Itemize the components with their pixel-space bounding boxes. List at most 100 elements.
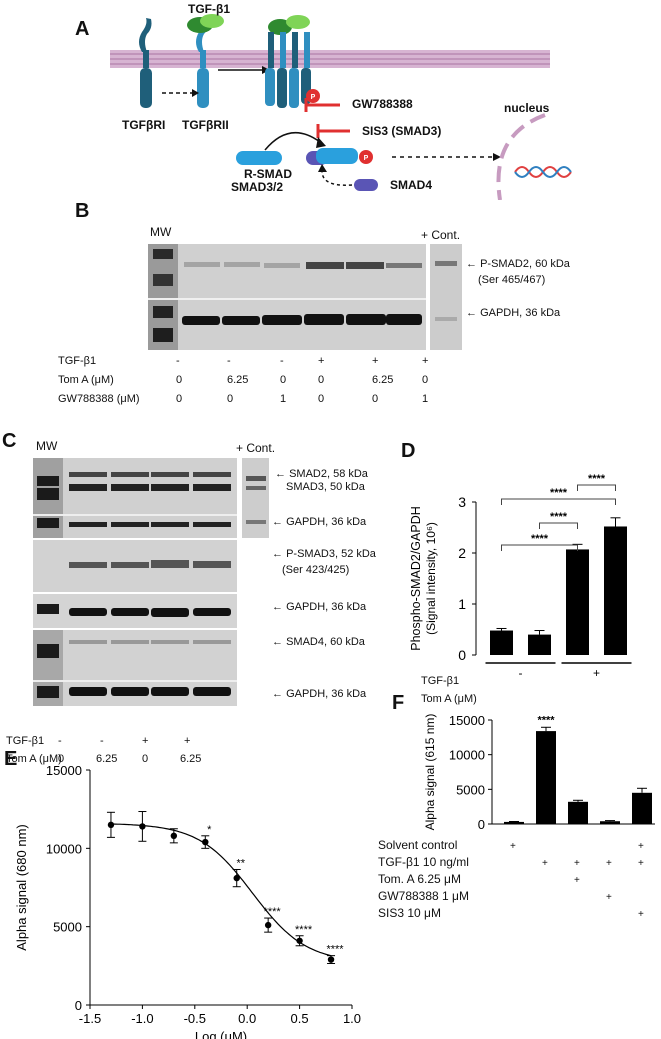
- x-tick-label: 0.5: [291, 1011, 309, 1026]
- svg-text:P: P: [311, 94, 316, 101]
- bar: [504, 821, 524, 824]
- dna-icon: [514, 166, 572, 178]
- condition-value: -: [176, 355, 180, 367]
- x-tick-label: 1.0: [343, 1011, 361, 1026]
- condition-value: 1: [422, 393, 429, 405]
- significance-label: ****: [550, 511, 568, 523]
- psmad3-label: ← P-SMAD3, 52 kDa: [272, 548, 376, 560]
- condition-value: +: [142, 735, 149, 747]
- psmad2-label: ← P-SMAD2, 60 kDa: [466, 258, 570, 270]
- chart-f: 0 5000 10000 15000 Alpha signal (615 nm) ****: [423, 713, 655, 832]
- condition-name: TGF-β1: [58, 355, 97, 367]
- significance-label: ****: [588, 473, 606, 485]
- condition-value: -: [58, 735, 62, 747]
- y-tick-label: 0: [478, 817, 485, 832]
- data-point: [264, 921, 272, 929]
- cont-label-b: + Cont.: [421, 228, 461, 242]
- significance-bracket: [501, 498, 616, 505]
- bar: [490, 630, 513, 655]
- condition-mark: +: [574, 858, 580, 869]
- y-tick-label: 3: [458, 494, 466, 510]
- y-tick-label: 15000: [449, 713, 485, 728]
- condition-value: 6.25: [227, 374, 249, 386]
- blot-image-c: [33, 458, 269, 706]
- condition-value: -: [227, 355, 231, 367]
- smad4-icon: [354, 179, 378, 191]
- condition-name: Tom A (μM): [58, 374, 114, 386]
- bar: [600, 821, 620, 824]
- gapdh1-label: ← GAPDH, 36 kDa: [272, 516, 367, 528]
- panel-d-letter: D: [401, 440, 416, 462]
- x-axis-label: Log (μM): [195, 1029, 247, 1039]
- condition-name: TGF-β1 10 ng/ml: [378, 855, 469, 869]
- panel-e-letter: E: [4, 748, 18, 770]
- condition-value: 0: [176, 393, 183, 405]
- rsmad-sub-label: SMAD3/2: [231, 180, 284, 194]
- receptor-1-label: TGFβRI: [122, 118, 166, 132]
- condition-value: -: [280, 355, 284, 367]
- condition-value: 6.25: [372, 374, 394, 386]
- data-point: [139, 823, 146, 830]
- chart-e: -1.5 -1.0 -0.5 0.0 0.5 1.0 0 5000 10000 15000 Log …: [14, 763, 361, 1039]
- condition-value: 0: [227, 393, 234, 405]
- condition-value: +: [184, 735, 191, 747]
- bar: [604, 526, 627, 655]
- data-point: [170, 832, 178, 839]
- psmad2-sub-label: (Ser 465/467): [478, 274, 546, 286]
- smad3-label: SMAD3, 50 kDa: [286, 481, 365, 493]
- condition-name: Solvent control: [378, 838, 458, 852]
- x-tick-label: -1.0: [131, 1011, 153, 1026]
- receptor-2-label: TGFβRII: [182, 118, 229, 132]
- data-point: [296, 937, 303, 944]
- condition-mark: +: [606, 858, 612, 869]
- significance-label: ****: [531, 533, 549, 545]
- condition-value: 6.25: [96, 753, 118, 765]
- condition-name: SIS3 10 μM: [378, 906, 441, 920]
- condition-value: 0: [58, 753, 65, 765]
- condition-mark: +: [638, 841, 644, 852]
- nucleus-envelope: [496, 113, 546, 200]
- panel-b-letter: B: [75, 200, 90, 222]
- condition-value: 0: [318, 393, 325, 405]
- fit-curve: [111, 823, 332, 957]
- x-tick-label: -1.5: [79, 1011, 101, 1026]
- gapdh3-label: ← GAPDH, 36 kDa: [272, 688, 367, 700]
- sis3-label: SIS3 (SMAD3): [362, 124, 442, 138]
- smad2-label: ← SMAD2, 58 kDa: [275, 468, 368, 480]
- y-tick-label: 10000: [449, 748, 485, 763]
- panel-c-letter: C: [2, 430, 17, 452]
- tgf-label-d: TGF-β1: [421, 675, 460, 687]
- condition-value: 1: [280, 393, 287, 405]
- rsmad-label: R-SMAD: [244, 167, 292, 181]
- x-tick-label: -0.5: [184, 1011, 206, 1026]
- condition-value: +: [318, 355, 325, 367]
- bar: [632, 792, 652, 824]
- blot-image-b: [148, 244, 462, 350]
- mw-label-c: MW: [36, 439, 58, 453]
- x-tick-label: 0.0: [238, 1011, 256, 1026]
- condition-value: 0: [142, 753, 149, 765]
- y-tick-label: 5000: [456, 782, 485, 797]
- nucleus-label: nucleus: [504, 101, 550, 115]
- significance-label: ****: [264, 906, 282, 918]
- y-axis-label: Alpha signal (680 nm): [14, 824, 29, 950]
- significance-label: *: [207, 824, 212, 836]
- condition-mark: +: [542, 858, 548, 869]
- condition-value: 6.25: [180, 753, 202, 765]
- condition-mark: +: [606, 892, 612, 903]
- condition-mark: +: [638, 909, 644, 920]
- y-tick-label: 15000: [46, 763, 82, 778]
- gapdh2-label: ← GAPDH, 36 kDa: [272, 601, 367, 613]
- bar: [536, 731, 556, 824]
- condition-value: +: [422, 355, 429, 367]
- chart-d: 0 1 2 3 Phospho-SMAD2/GAPDH (Signal intensity…: [409, 473, 632, 680]
- significance-bracket: [501, 544, 578, 551]
- condition-value: 0: [372, 393, 379, 405]
- condition-value: +: [372, 355, 379, 367]
- smad4-blot-label: ← SMAD4, 60 kDa: [272, 636, 365, 648]
- significance-label: **: [236, 857, 245, 869]
- y-axis-label: Alpha signal (615 nm): [423, 714, 437, 831]
- bar: [528, 634, 551, 655]
- psmad3-sub-label: (Ser 423/425): [282, 564, 350, 576]
- condition-name: GW788388 (μM): [58, 393, 140, 405]
